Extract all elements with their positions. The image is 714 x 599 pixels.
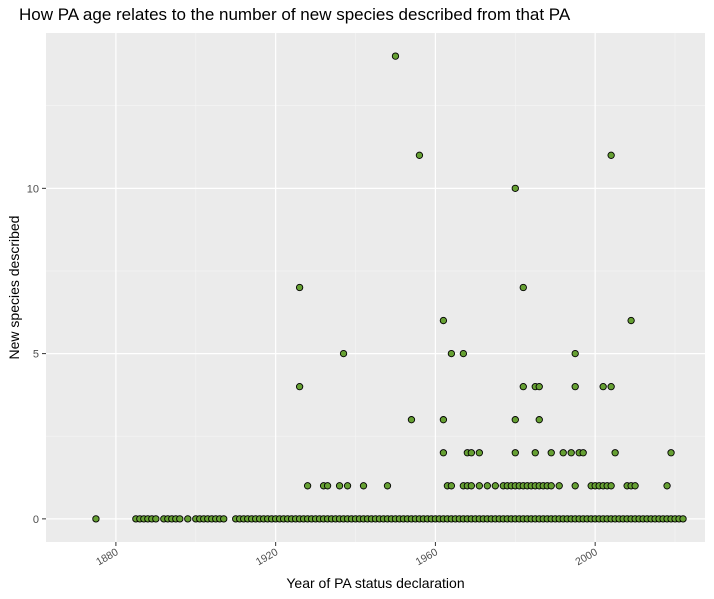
y-tick-label: 10	[27, 183, 39, 195]
data-point	[475, 482, 483, 490]
data-point	[467, 449, 476, 457]
data-point	[571, 349, 579, 358]
data-point	[559, 449, 567, 457]
data-point	[547, 449, 555, 457]
data-point	[519, 383, 527, 391]
data-point	[152, 515, 160, 523]
data-point	[176, 515, 184, 523]
data-point	[535, 416, 543, 424]
data-point	[447, 482, 456, 490]
data-point	[407, 416, 416, 424]
data-point	[555, 482, 563, 490]
data-point	[475, 449, 483, 457]
data-point	[667, 449, 675, 457]
plot-panel	[46, 33, 705, 542]
data-point	[679, 515, 687, 523]
data-point	[567, 449, 575, 457]
data-point	[439, 449, 448, 457]
data-point	[607, 383, 615, 391]
data-point	[303, 482, 312, 490]
data-point	[343, 482, 352, 490]
y-axis-title: New species described	[6, 216, 22, 360]
data-point	[415, 151, 424, 159]
data-point	[439, 416, 448, 424]
data-point	[511, 416, 519, 424]
data-point	[607, 482, 615, 490]
x-tick-label: 1920	[254, 546, 280, 568]
data-point	[511, 449, 519, 457]
data-point	[571, 482, 579, 490]
y-axis: 0 5 10	[27, 183, 46, 526]
data-point	[339, 349, 348, 358]
data-point	[359, 482, 368, 490]
data-point	[184, 515, 192, 523]
data-point	[663, 482, 671, 490]
x-tick-label: 1960	[414, 546, 440, 568]
x-tick-label: 2000	[573, 546, 599, 568]
data-point	[535, 383, 543, 391]
x-tick-label: 1880	[94, 546, 120, 568]
y-tick-label: 5	[33, 349, 39, 361]
data-point	[511, 184, 519, 192]
chart-title: How PA age relates to the number of new …	[19, 5, 571, 24]
data-point	[607, 151, 615, 159]
data-point	[295, 383, 304, 391]
data-point	[439, 316, 448, 325]
data-point	[323, 482, 332, 490]
data-point	[383, 482, 392, 490]
data-point	[627, 316, 635, 325]
data-point	[547, 482, 555, 490]
data-point	[447, 349, 456, 358]
data-point	[92, 515, 100, 523]
data-points	[92, 52, 687, 523]
data-point	[579, 449, 587, 457]
data-point	[571, 383, 579, 391]
data-point	[519, 283, 527, 292]
data-point	[391, 52, 400, 60]
data-point	[611, 449, 619, 457]
data-point	[483, 482, 491, 490]
x-axis: 1880 1920 1960 2000	[94, 542, 600, 568]
data-point	[459, 349, 468, 358]
data-point	[295, 283, 304, 292]
x-axis-title: Year of PA status declaration	[286, 575, 464, 591]
data-point	[335, 482, 344, 490]
data-point	[491, 482, 499, 490]
y-tick-label: 0	[33, 514, 39, 526]
data-point	[467, 482, 476, 490]
data-point	[599, 383, 607, 391]
data-point	[220, 515, 228, 523]
data-point	[631, 482, 639, 490]
data-point	[531, 449, 539, 457]
